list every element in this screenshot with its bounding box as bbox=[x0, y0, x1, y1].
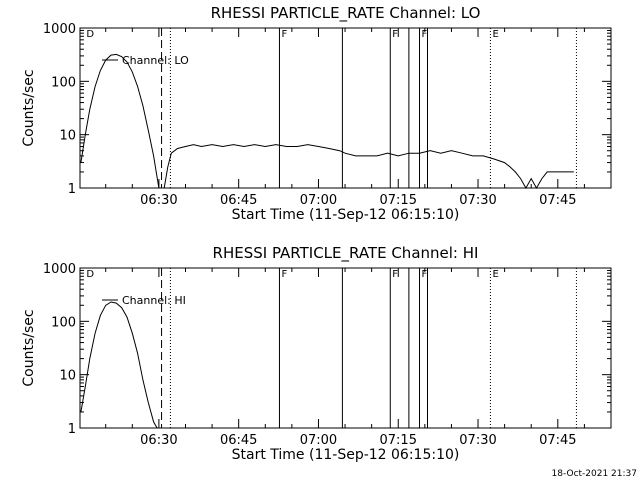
x-axis-label: Start Time (11-Sep-12 06:15:10) bbox=[232, 447, 460, 463]
x-tick-label: 07:15 bbox=[380, 433, 417, 448]
y-tick-label: 10 bbox=[59, 129, 76, 144]
y-tick-label: 100 bbox=[51, 75, 76, 90]
chart-title: RHESSI PARTICLE_RATE Channel: LO bbox=[211, 4, 481, 23]
event-marker-label: D bbox=[86, 269, 94, 280]
x-tick-label: 06:30 bbox=[140, 433, 177, 448]
y-tick-label: 1000 bbox=[43, 262, 76, 277]
footer-timestamp: 18-Oct-2021 21:37 bbox=[552, 469, 637, 479]
x-tick-label: 07:00 bbox=[300, 193, 337, 208]
event-marker-label: F bbox=[281, 269, 287, 280]
event-marker-label: F bbox=[392, 269, 398, 280]
y-tick-label: 1 bbox=[68, 422, 76, 437]
event-marker-label: E bbox=[492, 29, 498, 40]
y-tick-label: 1000 bbox=[43, 22, 76, 37]
x-tick-label: 07:00 bbox=[300, 433, 337, 448]
panel-lo: RHESSI PARTICLE_RATE Channel: LO 1 10 100 10… bbox=[21, 4, 612, 223]
x-tick-label: 06:45 bbox=[220, 193, 257, 208]
x-tick-label: 07:30 bbox=[459, 193, 496, 208]
series-line bbox=[163, 144, 574, 190]
panel-hi: RHESSI PARTICLE_RATE Channel: HI 1 10 100 10… bbox=[21, 244, 612, 463]
x-tick-label: 07:45 bbox=[539, 193, 576, 208]
x-tick-label: 06:45 bbox=[220, 433, 257, 448]
y-tick-label: 10 bbox=[59, 369, 76, 384]
x-tick-label: 07:30 bbox=[459, 433, 496, 448]
x-axis-label: Start Time (11-Sep-12 06:15:10) bbox=[232, 207, 460, 223]
event-marker-label: D bbox=[86, 29, 94, 40]
x-tick-label: 07:15 bbox=[380, 193, 417, 208]
chart-title: RHESSI PARTICLE_RATE Channel: HI bbox=[213, 244, 479, 263]
event-marker-label: F bbox=[281, 29, 287, 40]
series-line bbox=[80, 301, 158, 429]
plot-frame bbox=[79, 267, 612, 429]
legend-label: Channel: LO bbox=[122, 54, 189, 67]
y-tick-label: 100 bbox=[51, 315, 76, 330]
event-marker-label: F bbox=[422, 29, 428, 40]
y-axis-label: Counts/sec bbox=[21, 69, 37, 146]
event-marker-label: F bbox=[392, 29, 398, 40]
event-marker-label: E bbox=[492, 269, 498, 280]
series-line bbox=[80, 53, 160, 189]
plot-frame bbox=[79, 27, 612, 189]
x-tick-label: 06:30 bbox=[140, 193, 177, 208]
event-marker-label: F bbox=[422, 269, 428, 280]
x-tick-label: 07:45 bbox=[539, 433, 576, 448]
legend-label: Channel: HI bbox=[122, 294, 186, 307]
y-axis-label: Counts/sec bbox=[21, 309, 37, 386]
y-tick-label: 1 bbox=[68, 182, 76, 197]
